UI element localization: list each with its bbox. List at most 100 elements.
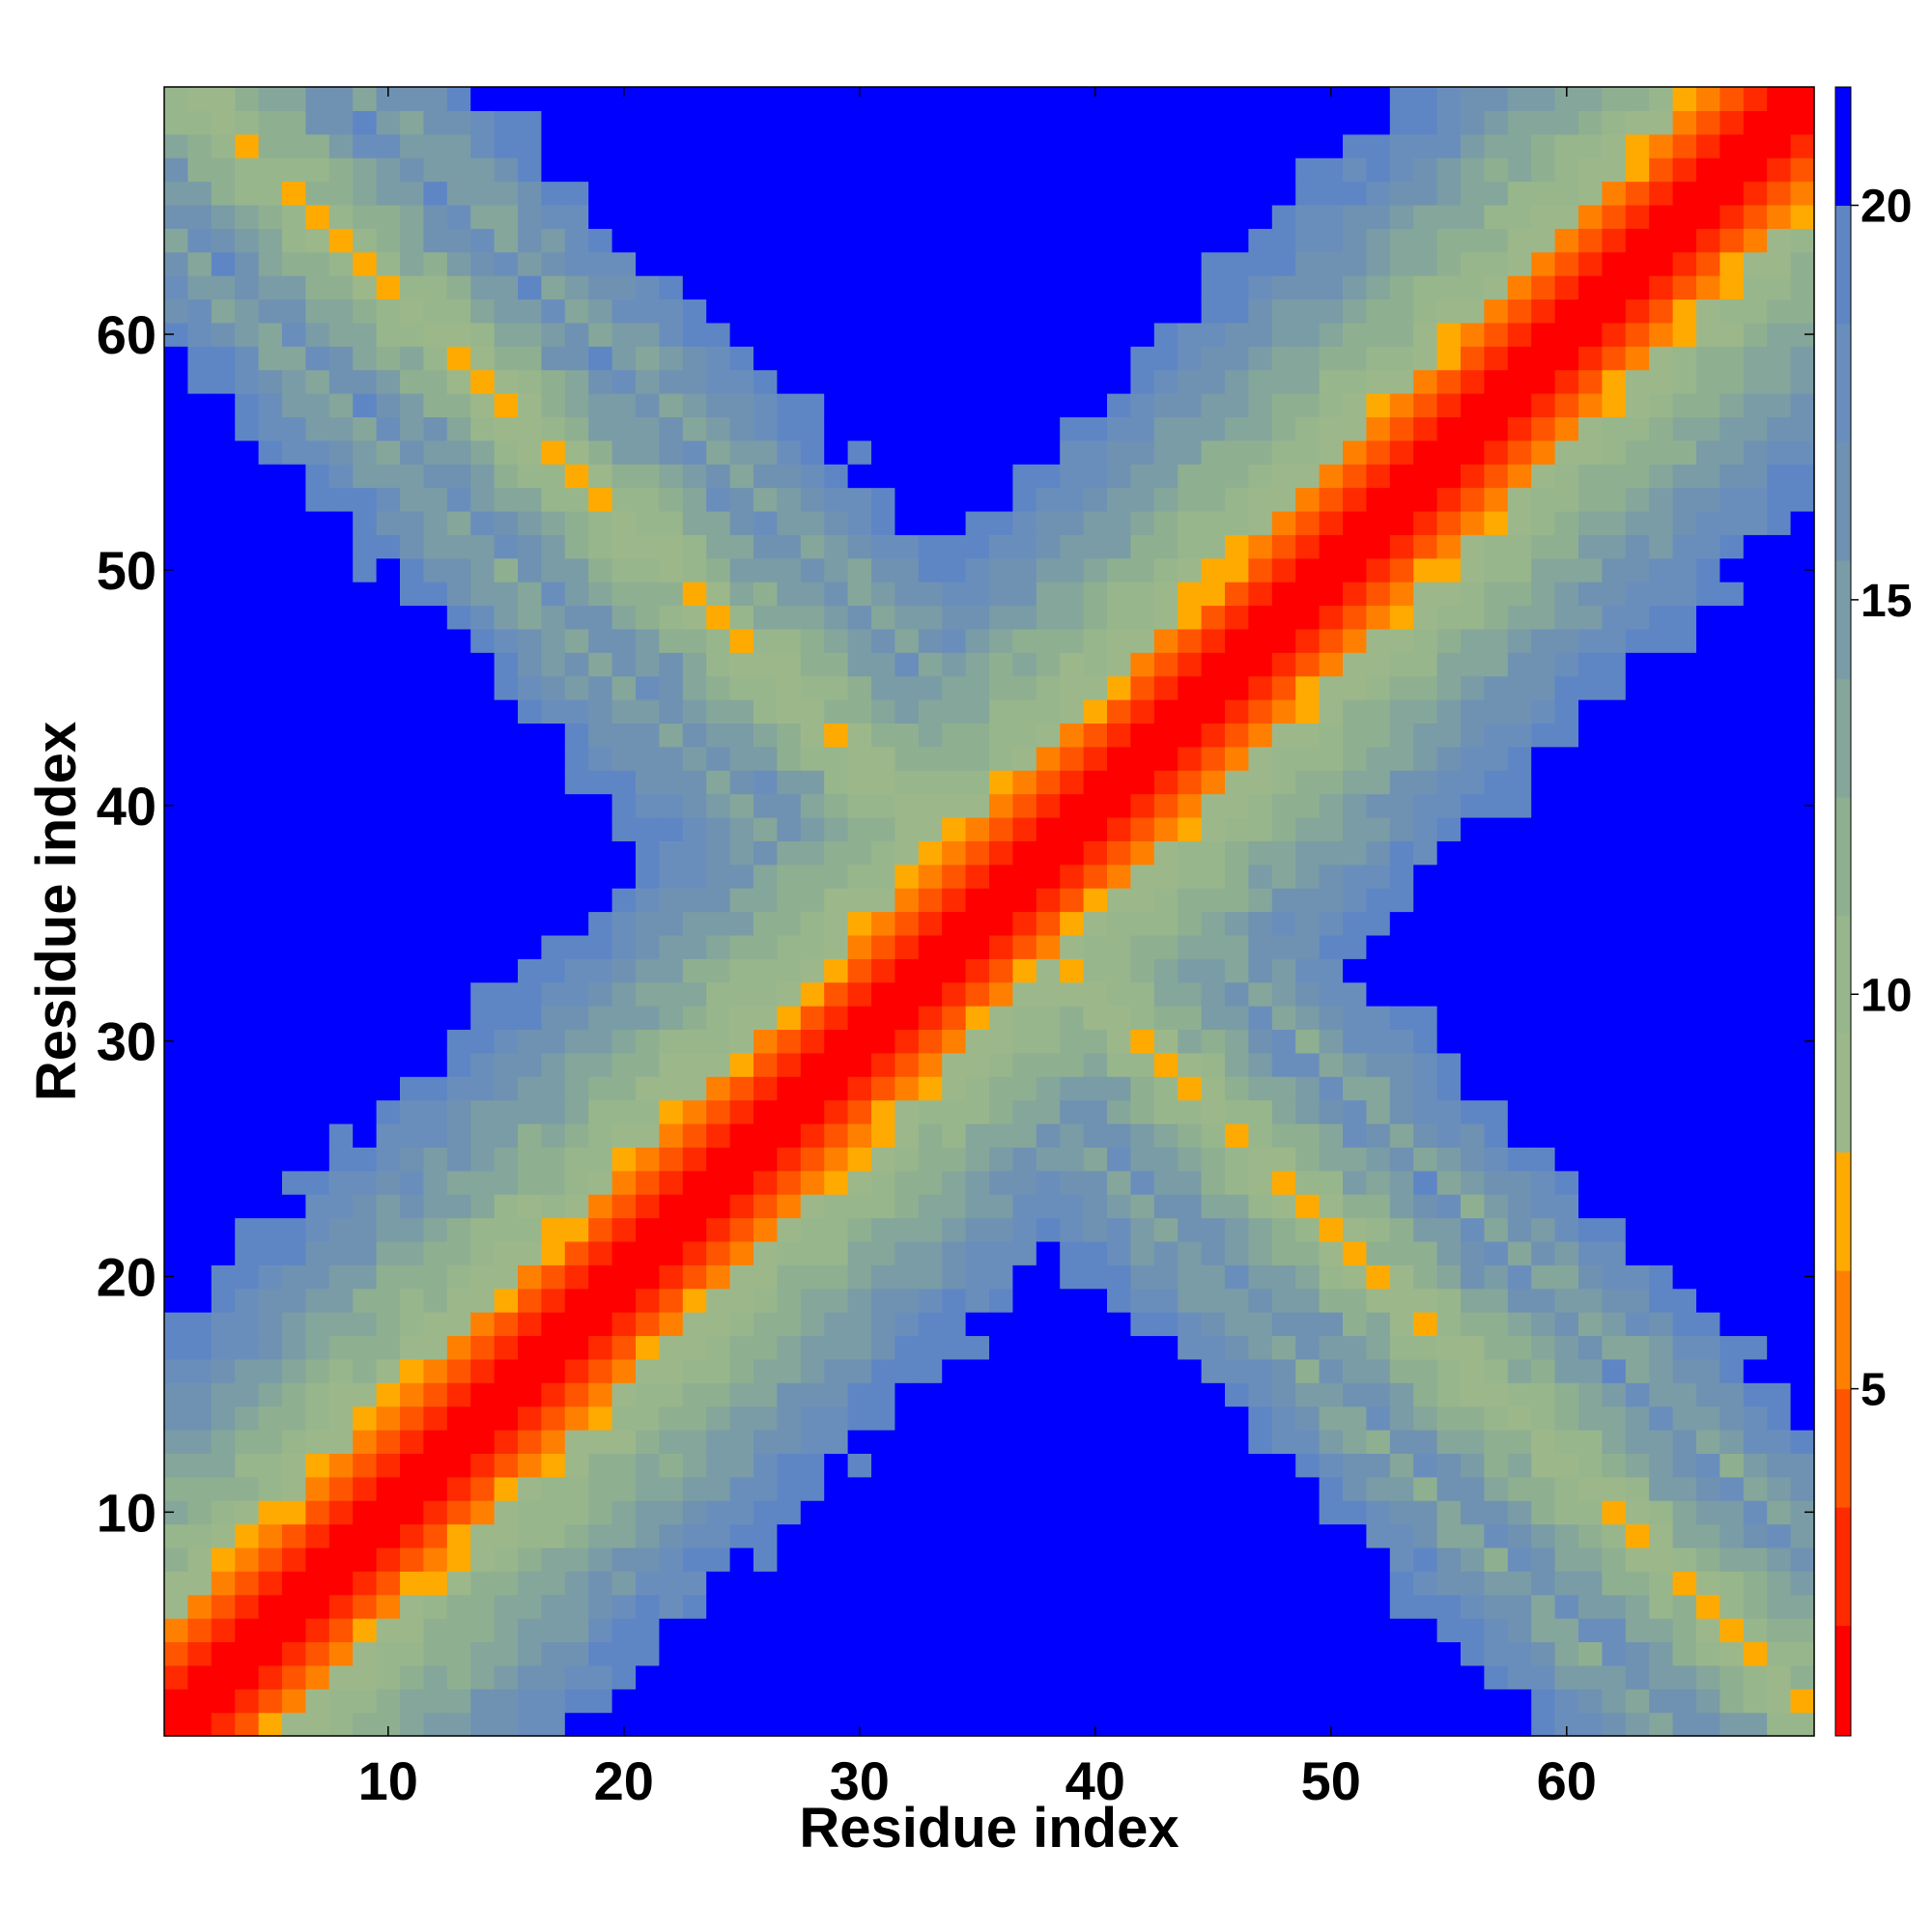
heatmap-cell xyxy=(965,1664,990,1690)
heatmap-cell xyxy=(1201,770,1226,795)
heatmap-cell xyxy=(753,110,778,135)
heatmap-cell xyxy=(282,275,306,300)
heatmap-cell xyxy=(164,1523,188,1548)
heatmap-cell xyxy=(1225,369,1249,394)
heatmap-cell xyxy=(446,1099,471,1124)
heatmap-cell xyxy=(1602,1099,1627,1124)
heatmap-cell xyxy=(1343,864,1367,889)
heatmap-cell xyxy=(1201,911,1226,936)
heatmap-cell xyxy=(1201,981,1226,1007)
heatmap-cell xyxy=(1295,416,1321,441)
heatmap-cell xyxy=(541,864,566,889)
heatmap-cell xyxy=(1696,1288,1720,1313)
heatmap-cell xyxy=(1153,346,1179,371)
heatmap-cell xyxy=(328,1618,354,1643)
heatmap-cell xyxy=(305,1358,330,1383)
heatmap-cell xyxy=(824,228,849,253)
heatmap-cell xyxy=(376,1406,401,1431)
heatmap-cell xyxy=(470,251,496,276)
heatmap-cell xyxy=(1507,1571,1532,1596)
heatmap-cell xyxy=(1554,770,1579,795)
heatmap-cell xyxy=(1201,181,1226,206)
heatmap-cell xyxy=(1649,1335,1674,1360)
heatmap-cell xyxy=(1484,1500,1509,1525)
heatmap-cell xyxy=(918,346,943,371)
heatmap-cell xyxy=(1649,652,1674,677)
heatmap-cell xyxy=(636,534,660,559)
heatmap-cell xyxy=(965,628,990,653)
heatmap-cell xyxy=(1461,1312,1485,1337)
heatmap-cell xyxy=(1060,1618,1085,1643)
heatmap-cell xyxy=(446,1571,471,1596)
heatmap-cell xyxy=(1060,557,1085,582)
heatmap-cell xyxy=(1153,1618,1179,1643)
heatmap-cell xyxy=(1436,487,1462,512)
heatmap-cell xyxy=(1461,1689,1485,1714)
heatmap-cell xyxy=(706,1312,731,1337)
heatmap-cell xyxy=(1107,1571,1131,1596)
heatmap-cell xyxy=(1672,1358,1697,1383)
heatmap-cell xyxy=(1625,464,1650,489)
heatmap-cell xyxy=(1413,133,1438,158)
heatmap-cell xyxy=(1484,1476,1509,1501)
heatmap-cell xyxy=(1130,628,1155,653)
heatmap-cell xyxy=(777,1076,802,1101)
heatmap-cell xyxy=(353,793,378,818)
heatmap-cell xyxy=(470,204,496,229)
heatmap-cell xyxy=(800,510,825,535)
heatmap-cell xyxy=(400,816,424,841)
heatmap-cell xyxy=(305,934,330,959)
heatmap-cell xyxy=(1790,699,1815,724)
heatmap-cell xyxy=(1507,1523,1532,1548)
heatmap-cell xyxy=(1578,487,1603,512)
heatmap-cell xyxy=(895,534,920,559)
heatmap-cell xyxy=(1719,1335,1745,1360)
heatmap-cell xyxy=(1389,675,1414,700)
heatmap-cell xyxy=(918,1453,943,1478)
heatmap-cell xyxy=(1672,605,1697,630)
heatmap-cell xyxy=(1413,934,1438,959)
heatmap-cell xyxy=(1201,1006,1226,1031)
heatmap-cell xyxy=(871,888,895,913)
heatmap-cell xyxy=(965,228,990,253)
heatmap-cell xyxy=(541,534,566,559)
heatmap-cell xyxy=(824,958,849,983)
heatmap-cell xyxy=(1602,675,1627,700)
heatmap-cell xyxy=(446,346,471,371)
heatmap-cell xyxy=(423,133,448,158)
heatmap-cell xyxy=(1649,934,1674,959)
heatmap-cell xyxy=(1719,487,1745,512)
heatmap-cell xyxy=(1036,440,1061,465)
heatmap-cell xyxy=(164,181,188,206)
heatmap-cell xyxy=(1201,251,1226,276)
heatmap-cell xyxy=(1389,1312,1414,1337)
heatmap-cell xyxy=(1107,746,1131,771)
heatmap-cell xyxy=(1083,251,1108,276)
heatmap-cell xyxy=(1602,393,1627,417)
heatmap-cell xyxy=(1719,228,1745,253)
heatmap-cell xyxy=(1649,1571,1674,1596)
heatmap-cell xyxy=(1036,746,1061,771)
heatmap-cell xyxy=(1672,510,1697,535)
heatmap-cell xyxy=(1602,816,1627,841)
heatmap-cell xyxy=(1719,1194,1745,1219)
heatmap-cell xyxy=(682,1406,707,1431)
heatmap-cell xyxy=(400,1099,424,1124)
heatmap-cell xyxy=(659,204,684,229)
heatmap-cell xyxy=(1343,888,1367,913)
heatmap-cell xyxy=(871,1052,895,1077)
heatmap-cell xyxy=(353,1170,378,1195)
heatmap-cell xyxy=(1366,699,1391,724)
heatmap-cell xyxy=(518,1170,542,1195)
heatmap-cell xyxy=(1201,1547,1226,1572)
heatmap-cell xyxy=(1036,487,1061,512)
heatmap-cell xyxy=(1790,181,1815,206)
heatmap-cell xyxy=(1554,1240,1579,1265)
heatmap-cell xyxy=(400,1689,424,1714)
heatmap-cell xyxy=(423,487,448,512)
heatmap-cell xyxy=(1060,1664,1085,1690)
heatmap-cell xyxy=(729,322,754,347)
heatmap-cell xyxy=(1012,746,1037,771)
heatmap-cell xyxy=(588,1358,613,1383)
heatmap-cell xyxy=(1271,181,1296,206)
